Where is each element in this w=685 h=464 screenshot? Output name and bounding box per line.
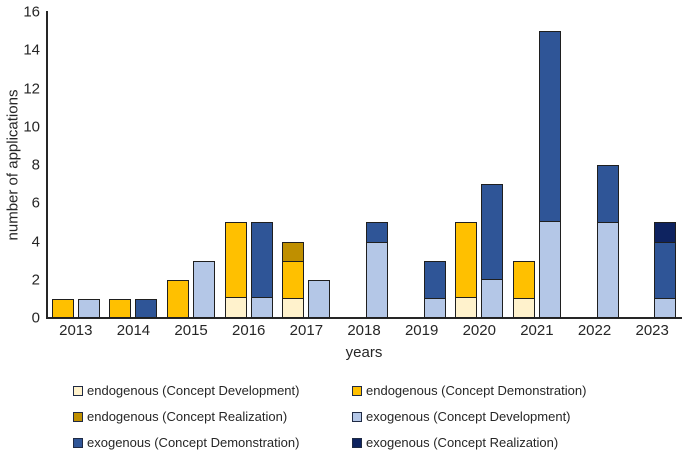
bar-segment	[655, 297, 676, 317]
legend-swatch-icon	[73, 412, 83, 422]
bar-segment	[194, 261, 215, 317]
legend-item: endogenous (Concept Development)	[73, 384, 352, 398]
y-tick-label: 6	[31, 194, 40, 212]
legend-swatch-icon	[352, 438, 362, 448]
bar-segment	[655, 241, 676, 298]
bar-2016-exogenous	[250, 222, 273, 318]
legend-item: exogenous (Concept Development)	[352, 410, 586, 424]
x-tick-label: 2014	[116, 322, 151, 339]
x-tick-label: 2015	[174, 322, 208, 339]
legend-item: endogenous (Concept Realization)	[73, 410, 352, 424]
y-axis-line	[46, 11, 48, 319]
bar-segment	[482, 278, 503, 317]
x-tick-label: 2013	[59, 322, 93, 339]
bar-segment	[367, 223, 387, 242]
legend-label: exogenous (Concept Realization)	[366, 435, 559, 450]
bar-segment	[424, 261, 445, 298]
x-tick-label: 2016	[232, 322, 266, 339]
x-axis-line	[46, 317, 682, 319]
x-axis-title: years	[345, 344, 383, 361]
bar-segment	[539, 221, 560, 317]
legend-swatch-icon	[352, 386, 362, 396]
bar-segment	[597, 222, 618, 317]
y-tick-label: 14	[23, 41, 40, 59]
bar-2017-endogenous	[282, 241, 305, 318]
bar-segment	[283, 242, 304, 261]
x-tick-label: 2019	[404, 322, 439, 339]
x-tick-label: 2023	[635, 322, 669, 339]
bar-2023-exogenous	[654, 222, 677, 318]
bar-segment	[482, 185, 503, 279]
bar-2021-exogenous	[538, 31, 561, 318]
bar-2014-exogenous	[135, 298, 158, 318]
legend-label: endogenous (Concept Development)	[87, 383, 300, 398]
bar-segment	[597, 166, 618, 223]
y-tick-label: 16	[23, 3, 40, 21]
bar-2016-endogenous	[224, 222, 247, 318]
bar-segment	[78, 299, 99, 317]
bar-segment	[136, 299, 157, 317]
x-tick-label: 2022	[577, 322, 612, 339]
legend-swatch-icon	[73, 386, 83, 396]
y-tick-label: 0	[31, 309, 40, 327]
x-tick-label: 2021	[520, 322, 554, 339]
bar-segment	[456, 297, 477, 317]
bar-segment	[539, 32, 560, 222]
bar-segment	[251, 223, 272, 298]
bar-segment	[283, 297, 304, 317]
bar-2020-exogenous	[481, 184, 504, 318]
bar-segment	[283, 260, 304, 298]
bar-segment	[110, 299, 131, 317]
bar-segment	[424, 297, 445, 317]
legend-item: exogenous (Concept Realization)	[352, 436, 586, 450]
bar-2015-endogenous	[167, 279, 190, 318]
bar-segment	[513, 261, 534, 298]
y-tick-label: 2	[31, 271, 40, 289]
legend-label: endogenous (Concept Realization)	[87, 409, 288, 424]
bar-2017-exogenous	[308, 279, 331, 318]
bar-2019-exogenous	[423, 260, 446, 318]
y-tick-label: 10	[23, 118, 40, 136]
y-tick-label: 12	[23, 80, 40, 97]
bar-2014-endogenous	[109, 298, 132, 318]
bar-2013-exogenous	[77, 298, 100, 318]
bar-segment	[513, 297, 534, 317]
bar-segment	[456, 223, 477, 298]
legend-label: endogenous (Concept Demonstration)	[366, 383, 587, 398]
legend-label: exogenous (Concept Development)	[366, 409, 571, 424]
legend: endogenous (Concept Development) endogeno…	[73, 384, 586, 450]
y-tick-label: 8	[31, 156, 40, 174]
bar-segment	[225, 223, 246, 298]
bar-segment	[655, 223, 676, 242]
bar-segment	[225, 297, 246, 317]
bar-segment	[168, 280, 189, 317]
bar-2018-exogenous	[366, 222, 388, 318]
bar-2015-exogenous	[193, 260, 216, 318]
legend-swatch-icon	[352, 412, 362, 422]
bar-2013-endogenous	[51, 298, 74, 318]
x-tick-label: 2017	[289, 322, 324, 339]
bar-2020-endogenous	[455, 222, 478, 318]
x-tick-label: 2020	[462, 322, 496, 339]
y-tick-label: 4	[31, 233, 40, 250]
legend-label: exogenous (Concept Demonstration)	[87, 435, 300, 450]
bar-segment	[309, 280, 330, 317]
bar-segment	[251, 297, 272, 317]
legend-item: exogenous (Concept Demonstration)	[73, 436, 352, 450]
bar-segment	[52, 299, 73, 317]
legend-swatch-icon	[73, 438, 83, 448]
legend-item: endogenous (Concept Demonstration)	[352, 384, 586, 398]
bar-segment	[367, 241, 387, 317]
x-tick-label: 2018	[347, 322, 381, 339]
bar-2021-endogenous	[512, 260, 535, 318]
bar-2022-exogenous	[596, 165, 619, 318]
